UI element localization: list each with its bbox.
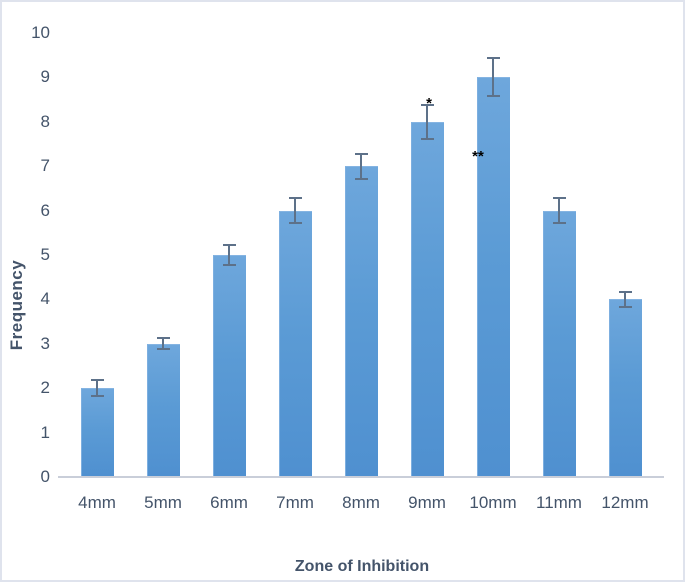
error-bar-top-cap-10mm	[486, 57, 500, 60]
error-bar-bottom-cap-4mm	[90, 395, 104, 398]
x-tick-label-9mm: 9mm	[408, 493, 446, 512]
error-bar-bottom-cap-9mm	[420, 137, 434, 140]
error-bar-top-cap-8mm	[354, 152, 368, 155]
error-bar-bottom-cap-6mm	[222, 264, 236, 267]
error-bar-top-cap-4mm	[90, 379, 104, 382]
y-tick-label-7: 7	[40, 156, 50, 176]
bar-8mm	[344, 166, 378, 476]
error-bar-line-9mm	[426, 104, 428, 140]
error-bar-top-cap-11mm	[552, 197, 566, 200]
bar-6mm	[212, 255, 246, 476]
error-bar-bottom-cap-11mm	[552, 221, 566, 224]
y-tick-label-1: 1	[40, 422, 50, 442]
bar-9mm	[410, 121, 444, 476]
error-bar-line-8mm	[360, 152, 362, 180]
y-tick-label-6: 6	[40, 200, 50, 220]
x-axis-title: Zone of Inhibition	[294, 558, 430, 575]
error-bar-top-cap-6mm	[222, 243, 236, 246]
x-tick-label-7mm: 7mm	[276, 493, 314, 512]
error-bar-line-4mm	[96, 379, 98, 398]
y-tick-label-5: 5	[40, 245, 50, 264]
x-tick-label-5mm: 5mm	[144, 493, 182, 512]
error-bar-bottom-cap-7mm	[288, 221, 302, 224]
x-axis-line	[58, 476, 664, 478]
x-tick-label-8mm: 8mm	[342, 493, 380, 512]
y-tick-label-8: 8	[40, 111, 50, 131]
bar-7mm	[278, 210, 312, 476]
y-tick-label-10: 10	[31, 23, 50, 42]
bar-10mm	[476, 77, 510, 476]
error-bar-line-12mm	[624, 290, 626, 309]
significance-annotation-2: **	[472, 148, 484, 166]
y-tick-label-4: 4	[40, 289, 50, 309]
error-bar-bottom-cap-8mm	[354, 177, 368, 180]
error-bar-line-10mm	[492, 57, 494, 98]
y-tick-label-0: 0	[40, 467, 50, 486]
y-tick-label-9: 9	[40, 67, 50, 87]
error-bar-bottom-cap-10mm	[486, 95, 500, 98]
bar-11mm	[542, 210, 576, 476]
error-bar-top-cap-12mm	[618, 290, 632, 293]
x-tick-label-4mm: 4mm	[78, 493, 116, 512]
significance-annotation-1: *	[426, 94, 432, 112]
bar-12mm	[608, 299, 642, 476]
error-bar-line-6mm	[228, 243, 230, 267]
error-bar-bottom-cap-5mm	[156, 348, 170, 351]
error-bar-line-11mm	[558, 197, 560, 224]
x-tick-label-6mm: 6mm	[210, 493, 248, 512]
x-tick-label-10mm: 10mm	[469, 493, 517, 512]
error-bar-bottom-cap-12mm	[618, 306, 632, 309]
bar-5mm	[146, 343, 180, 476]
error-bar-top-cap-7mm	[288, 197, 302, 200]
x-tick-label-12mm: 12mm	[601, 493, 649, 512]
error-bar-top-cap-5mm	[156, 337, 170, 340]
y-tick-label-2: 2	[40, 378, 50, 398]
x-tick-label-11mm: 11mm	[536, 493, 582, 512]
bar-4mm	[80, 388, 114, 476]
error-bar-line-5mm	[162, 337, 164, 351]
error-bar-top-cap-9mm	[420, 104, 434, 107]
error-bar-line-7mm	[294, 197, 296, 224]
y-tick-label-3: 3	[40, 333, 50, 353]
